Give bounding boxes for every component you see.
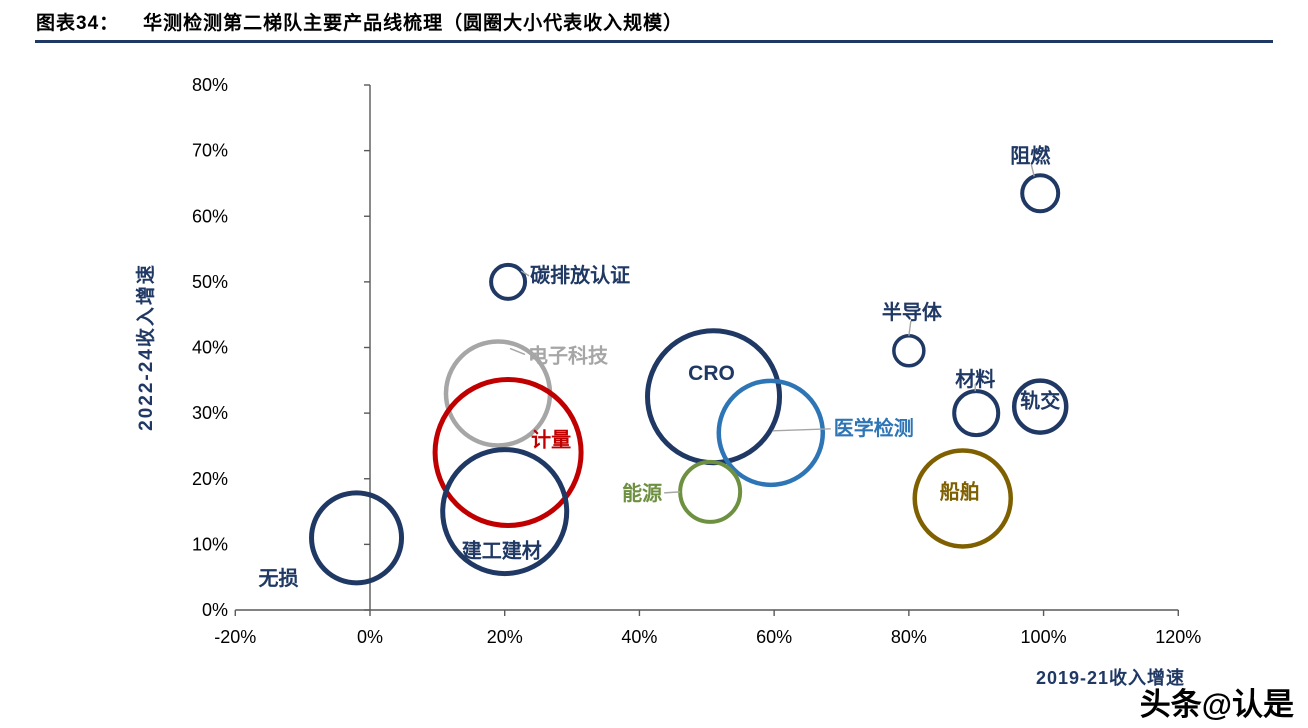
bubble-label-flame-retardant: 阻燃	[1010, 143, 1051, 167]
x-tick-label: 0%	[357, 627, 383, 647]
y-tick-label: 10%	[192, 534, 228, 554]
x-tick-label: -20%	[214, 627, 256, 647]
label-leader-energy	[664, 491, 681, 494]
x-tick-label: 120%	[1155, 627, 1201, 647]
bubble-label-energy: 能源	[622, 481, 662, 505]
bubble-label-nondestructive-testing: 无损	[259, 567, 299, 590]
axes-group: -20% 0% 20% 40% 60% 80% 100% 120% 0% 10% 20% 30% 40%…	[192, 75, 1201, 647]
bubble-label-semiconductor: 半导体	[882, 300, 943, 324]
y-tick-label: 70%	[192, 141, 228, 161]
bubble-medical-testing	[716, 378, 826, 488]
y-tick-label: 60%	[192, 206, 228, 226]
bubble-flame-retardant	[1020, 173, 1061, 214]
bubble-semiconductor	[892, 334, 926, 368]
figure-number: 图表34：	[36, 13, 120, 34]
bubble-metrology	[432, 377, 584, 528]
bubbles-group	[309, 173, 1069, 586]
bubble-label-construction-materials: 建工建材	[462, 539, 542, 563]
chart-header: 图表34： 华测检测第二梯队主要产品线梳理（圆圈大小代表收入规模）	[36, 8, 683, 35]
bubble-label-metrology: 计量	[531, 429, 571, 452]
label-leader-flame-retardant	[1030, 164, 1035, 177]
bubble-label-materials: 材料	[955, 368, 995, 391]
bubble-construction-materials	[440, 447, 570, 577]
bubble-nondestructive-testing	[309, 490, 405, 586]
y-tick-label: 30%	[192, 403, 228, 423]
x-tick-label: 80%	[891, 627, 927, 647]
bubble-label-rail-transit: 轨交	[1020, 389, 1060, 413]
y-axis-title: 2022-24收入增速	[134, 263, 157, 431]
bubble-energy	[678, 459, 743, 524]
chart-title: 华测检测第二梯队主要产品线梳理（圆圈大小代表收入规模）	[143, 13, 684, 34]
x-axis-title: 2019-21收入增速	[1036, 667, 1185, 688]
label-leader-carbon-emission-certification	[520, 270, 530, 277]
x-tick-label: 20%	[487, 627, 523, 647]
title-underline	[35, 40, 1273, 43]
bubble-materials	[952, 389, 1001, 438]
y-tick-label: 20%	[192, 469, 228, 489]
y-tick-label: 50%	[192, 272, 228, 292]
y-tick-label: 0%	[202, 600, 228, 620]
bubble-label-electronics-tech: 电子科技	[528, 343, 609, 367]
bubble-ship	[912, 448, 1013, 549]
bubble-label-cro: CRO	[688, 362, 735, 385]
bubble-cro	[645, 328, 783, 466]
bubble-label-ship: 船舶	[940, 479, 980, 503]
label-leader-semiconductor	[908, 320, 912, 336]
label-leader-medical-testing	[772, 428, 831, 432]
watermark: 头条@认是	[1139, 687, 1294, 722]
bubble-label-carbon-emission-certification: 碳排放认证	[530, 263, 630, 287]
y-tick-label: 40%	[192, 338, 228, 358]
y-tick-label: 80%	[192, 75, 228, 95]
bubble-rail-transit	[1011, 378, 1069, 435]
x-tick-label: 40%	[621, 627, 657, 647]
x-tick-label: 100%	[1021, 627, 1067, 647]
bubble-label-medical-testing: 医学检测	[834, 416, 914, 440]
bubble-carbon-emission-certification	[489, 262, 528, 301]
label-leader-electronics-tech	[509, 347, 526, 356]
x-tick-label: 60%	[756, 627, 792, 647]
